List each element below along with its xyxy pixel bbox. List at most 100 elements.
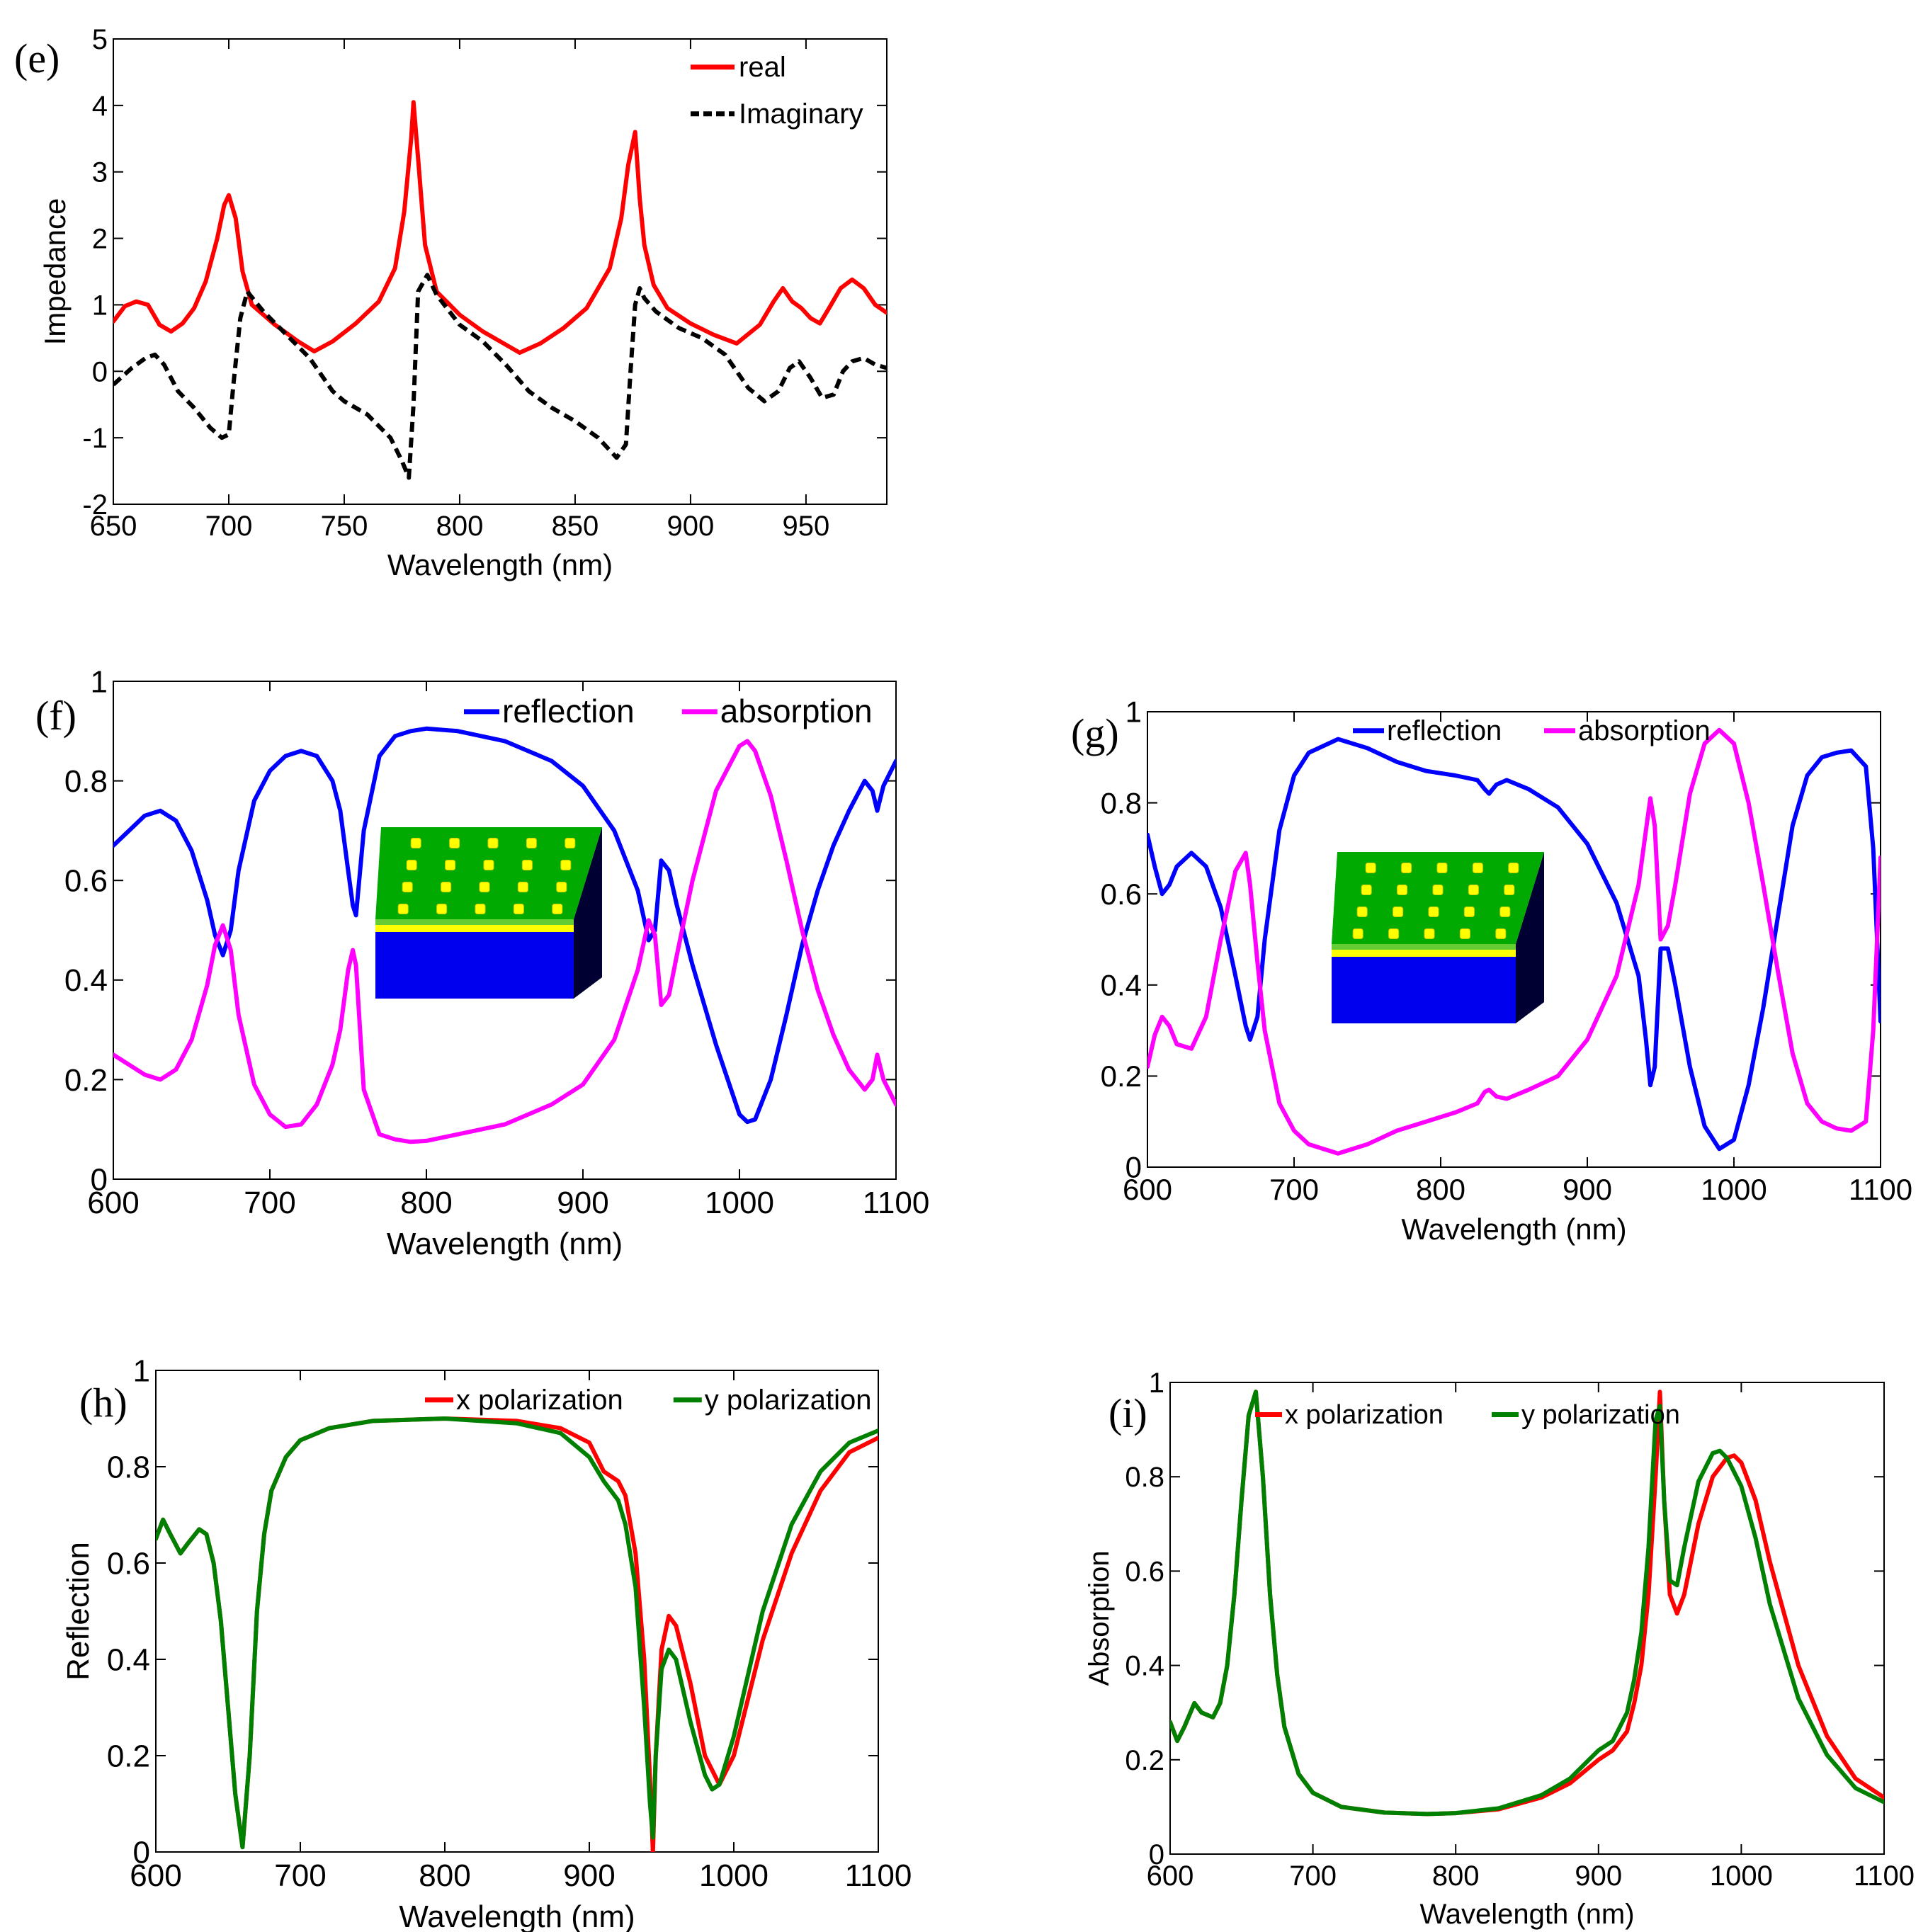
nanoparticle — [1508, 863, 1519, 873]
y-tick-label: 0.2 — [1125, 1745, 1164, 1776]
x-tick-label: 700 — [1289, 1860, 1337, 1892]
x-tick-label: 1000 — [699, 1858, 769, 1893]
nanoparticle — [445, 860, 456, 870]
y-tick-label: 0.6 — [1101, 877, 1142, 911]
nanoparticle — [1401, 863, 1412, 873]
legend-label: y polarization — [1521, 1400, 1680, 1430]
substrate-layer — [375, 932, 574, 999]
legend-label: absorption — [1578, 715, 1711, 746]
structure-side — [574, 827, 602, 999]
chart-panel-i: 600 700 800 900 1000 1100 0 0.2 0.4 0.6 0.8 1 Wavele… — [1084, 1368, 1915, 1930]
series-line-y-polarization — [156, 1416, 878, 1850]
nanoparticle — [441, 882, 452, 892]
x-tick-label: 800 — [1432, 1860, 1480, 1892]
nanoparticle — [1495, 928, 1507, 939]
panel-label: (g) — [1071, 710, 1119, 756]
x-axis-label: Wavelength (nm) — [399, 1899, 635, 1932]
x-tick-label: 1100 — [863, 1186, 930, 1220]
nanoparticle — [1424, 928, 1435, 939]
nanoparticle — [517, 882, 528, 892]
plot-frame — [113, 681, 897, 1180]
y-tick-label: 2 — [92, 224, 108, 255]
x-tick-label: 700 — [274, 1858, 326, 1893]
chart-panel-h: 600 700 800 900 1000 1100 0 0.2 0.4 0.6 0.8 1 Wavele… — [61, 1353, 912, 1932]
y-tick-label: 0.4 — [1101, 969, 1142, 1002]
x-axis-label: Wavelength (nm) — [387, 548, 613, 581]
plot-frame — [1147, 711, 1881, 1168]
x-axis-label: Wavelength (nm) — [387, 1227, 623, 1261]
y-tick-label: 0 — [92, 356, 108, 387]
x-tick-label: 800 — [419, 1858, 470, 1893]
nanoparticle — [565, 838, 576, 848]
nanoparticle — [479, 882, 490, 892]
nanoparticle — [526, 838, 537, 848]
nanoparticle — [1499, 907, 1511, 917]
legend: x polarization y polarization — [1255, 1400, 1680, 1430]
nanoparticle — [449, 838, 460, 848]
x-tick-label: 700 — [244, 1186, 295, 1220]
nanoparticle — [556, 882, 567, 892]
x-tick-label: 850 — [552, 511, 599, 542]
y-tick-label: 0.4 — [64, 963, 108, 998]
nanoparticle — [1463, 907, 1475, 917]
nanoparticle — [1393, 907, 1404, 917]
nanoparticle — [560, 860, 572, 870]
legend-label: y polarization — [705, 1385, 872, 1416]
nanoparticle — [402, 882, 413, 892]
nanoparticle — [1436, 863, 1448, 873]
nanoparticle — [1356, 907, 1368, 917]
x-tick-label: 950 — [783, 511, 830, 542]
x-tick-label: 1000 — [1701, 1173, 1767, 1206]
y-tick-label: 0 — [133, 1835, 150, 1870]
chart-panel-f: 600 700 800 900 1000 1100 0 0.2 0.4 0.6 0.8 1 Wavele… — [35, 664, 929, 1261]
y-axis-label: Impedance — [38, 198, 72, 346]
y-tick-label: 0.8 — [107, 1450, 150, 1484]
metal-layer — [375, 925, 574, 932]
chart-panel-g: 600 700 800 900 1000 1100 0 0.2 0.4 0.6 0.8 1 Wavele… — [1071, 695, 1912, 1246]
legend-label: x polarization — [456, 1385, 623, 1416]
x-tick-label: 900 — [1575, 1860, 1622, 1892]
x-tick-label: 600 — [130, 1858, 181, 1893]
structure-side — [1516, 852, 1544, 1023]
series-line-y-polarization — [1170, 1390, 1884, 1817]
y-tick-label: 1 — [1125, 695, 1142, 729]
structure-top — [375, 827, 602, 919]
y-tick-label: 0.8 — [1101, 786, 1142, 819]
y-tick-label: 0 — [1125, 1151, 1142, 1184]
y-tick-label: 4 — [92, 91, 108, 122]
y-tick-label: 1 — [91, 664, 108, 699]
y-tick-label: 0.6 — [64, 864, 108, 899]
y-tick-label: 0.2 — [64, 1063, 108, 1098]
metal-layer — [1332, 950, 1516, 957]
series-line-reflection — [1147, 737, 1881, 1152]
x-tick-label: 800 — [1416, 1173, 1465, 1206]
x-tick-label: 800 — [436, 511, 484, 542]
legend-label: Imaginary — [739, 98, 863, 130]
panel-label: (e) — [14, 35, 59, 81]
nanoparticle — [1365, 863, 1376, 873]
y-tick-label: 0.4 — [1125, 1651, 1164, 1682]
y-tick-label: 1 — [92, 290, 108, 321]
y-tick-label: 0.8 — [1125, 1462, 1164, 1493]
nanoparticle — [436, 904, 448, 914]
nanoparticle — [406, 860, 417, 870]
nanoparticle — [1472, 863, 1483, 873]
nanoparticle — [513, 904, 524, 914]
x-tick-label: 900 — [667, 511, 715, 542]
y-axis-label: Absorption — [1084, 1550, 1115, 1686]
legend-label: reflection — [1387, 715, 1502, 746]
y-tick-label: 0.4 — [107, 1642, 150, 1677]
chart-panel-e: 650 700 750 800 850 900 950 -2 -1 0 1 2 3 4 5 Wavelengt… — [14, 24, 888, 581]
legend-label: real — [739, 52, 786, 83]
nanoparticle — [1504, 885, 1515, 895]
x-tick-label: 800 — [400, 1186, 452, 1220]
y-tick-label: 0.8 — [64, 764, 108, 799]
x-tick-label: 650 — [90, 511, 137, 542]
series-group — [1147, 727, 1881, 1156]
x-axis-label: Wavelength (nm) — [1419, 1899, 1634, 1930]
nanoparticle — [1361, 885, 1372, 895]
x-tick-label: 900 — [557, 1186, 608, 1220]
nanoparticle — [1428, 907, 1439, 917]
x-tick-label: 600 — [87, 1186, 139, 1220]
